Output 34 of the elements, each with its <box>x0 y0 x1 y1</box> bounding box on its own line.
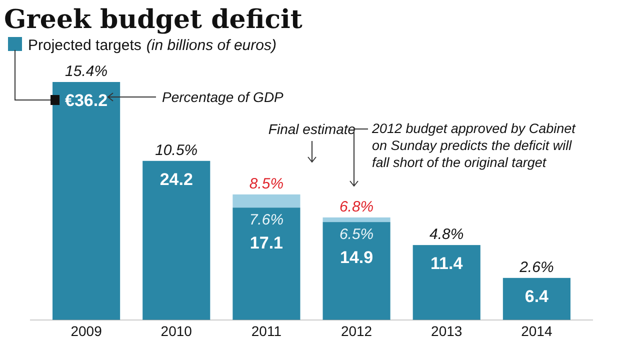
x-tick-label: 2014 <box>521 323 552 339</box>
annotation: Final estimate <box>268 121 356 137</box>
data-label: €36.2 <box>65 91 108 110</box>
x-tick-label: 2013 <box>431 323 462 339</box>
x-tick-label: 2010 <box>160 323 192 339</box>
annotation: 2012 budget approved by Cabinet on Sunday predicts the deficit will fall short of the original target <box>371 121 577 170</box>
annotation: 2.6% <box>518 258 554 276</box>
bar <box>322 222 390 320</box>
annotation: 6.8% <box>339 198 374 216</box>
bar <box>232 194 300 208</box>
bar <box>502 278 570 320</box>
x-tick-label: 2011 <box>251 323 282 339</box>
data-label: 11.4 <box>430 254 464 274</box>
annotation: 6.5% <box>339 226 374 244</box>
data-label: 17.1 <box>250 234 284 253</box>
annotation: 7.6% <box>249 212 284 229</box>
bar <box>322 217 390 222</box>
annotation: 8.5% <box>249 175 284 192</box>
x-tick-label: 2009 <box>70 323 102 339</box>
data-label: 14.9 <box>340 248 374 268</box>
bar <box>142 160 210 320</box>
data-label: 24.2 <box>160 170 193 189</box>
data-label: 6.4 <box>524 286 550 306</box>
x-tick-label: 2012 <box>340 323 372 339</box>
annotation: 10.5% <box>155 142 198 159</box>
chart-subtitle: (in billions of euros) <box>146 37 276 54</box>
bar <box>52 82 120 320</box>
bar <box>232 208 300 320</box>
bar <box>412 245 480 320</box>
annotation: Percentage of GDP <box>162 89 284 105</box>
legend-label: Projected targets <box>28 37 142 54</box>
annotation: 4.8% <box>430 226 464 244</box>
annotation: 15.4% <box>65 63 108 80</box>
chart-title: Greek budget deficit <box>4 5 302 35</box>
